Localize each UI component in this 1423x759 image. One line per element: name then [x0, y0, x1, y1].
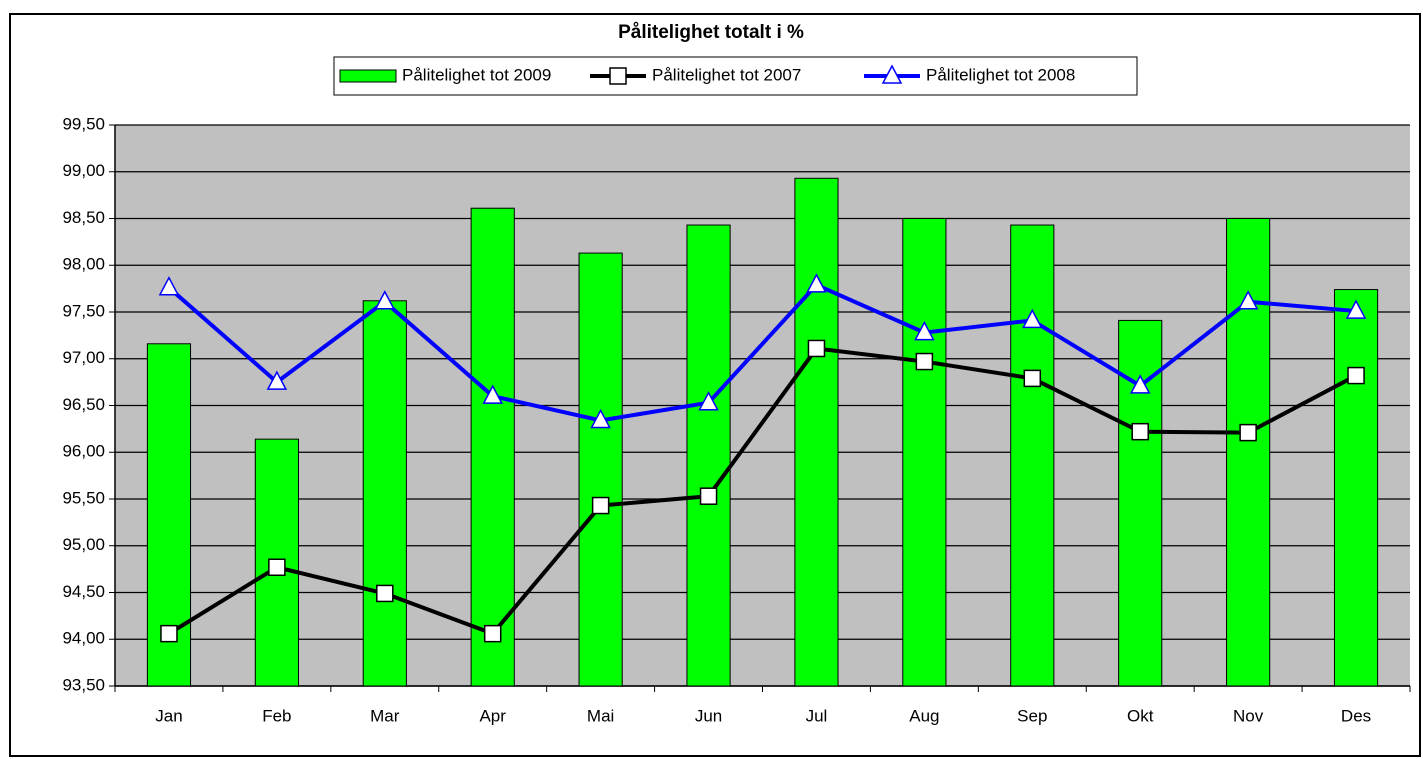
y-tick-label: 95,50 — [62, 488, 105, 507]
legend-marker — [881, 64, 903, 84]
bar — [362, 300, 407, 687]
y-tick-label: 95,00 — [62, 535, 105, 554]
x-tick-label: Aug — [909, 706, 939, 725]
y-tick-label: 94,00 — [62, 629, 105, 648]
legend-label: Pålitelighet tot 2007 — [652, 65, 801, 84]
marker — [699, 487, 718, 505]
marker — [376, 584, 394, 603]
x-tick-label: Jan — [155, 706, 182, 725]
marker — [483, 624, 502, 643]
marker — [374, 290, 396, 310]
y-tick-label: 99,00 — [62, 161, 105, 180]
bar — [578, 252, 623, 687]
marker — [482, 384, 503, 404]
marker — [1129, 374, 1151, 394]
x-tick-label: Feb — [262, 706, 291, 725]
bar — [902, 218, 947, 687]
marker — [1237, 290, 1259, 310]
marker — [1239, 423, 1257, 442]
bar — [1226, 218, 1271, 687]
marker — [1022, 308, 1043, 329]
y-tick-label: 98,00 — [62, 255, 105, 274]
x-tick-label: Jun — [695, 706, 722, 725]
marker — [1347, 366, 1365, 385]
bar — [686, 224, 731, 687]
x-tick-label: Okt — [1127, 706, 1154, 725]
bar — [794, 177, 839, 687]
y-tick-label: 96,50 — [62, 395, 105, 414]
marker — [1131, 422, 1149, 441]
x-tick-label: Des — [1341, 706, 1371, 725]
marker — [590, 408, 611, 429]
x-tick-label: Sep — [1017, 706, 1047, 725]
x-tick-label: Nov — [1233, 706, 1264, 725]
marker — [806, 273, 827, 293]
bar — [1010, 224, 1055, 687]
y-tick-label: 97,00 — [62, 348, 105, 367]
legend-label: Pålitelighet tot 2009 — [402, 65, 551, 84]
marker — [915, 352, 934, 371]
marker — [160, 624, 178, 643]
marker — [591, 496, 610, 515]
marker — [698, 391, 719, 411]
marker — [266, 370, 288, 390]
y-tick-label: 96,00 — [62, 442, 105, 461]
marker — [807, 339, 826, 358]
x-tick-label: Mar — [370, 706, 400, 725]
bar — [470, 207, 515, 687]
marker — [158, 276, 180, 296]
line — [167, 346, 1357, 637]
legend-marker — [609, 67, 627, 85]
x-tick-label: Mai — [587, 706, 614, 725]
chart-title: Pålitelighet totalt i % — [618, 22, 804, 43]
y-tick-label: 93,50 — [62, 675, 105, 694]
x-tick-label: Jul — [806, 706, 828, 725]
y-tick-label: 99,50 — [62, 114, 105, 133]
y-tick-label: 97,50 — [62, 301, 105, 320]
marker — [914, 320, 935, 341]
marker — [1023, 369, 1042, 388]
y-tick-label: 94,50 — [62, 582, 105, 601]
line — [167, 282, 1357, 423]
x-tick-label: Apr — [479, 706, 506, 725]
y-tick-label: 98,50 — [62, 208, 105, 227]
marker — [1345, 299, 1367, 319]
bar — [1333, 289, 1379, 687]
legend-label: Pålitelighet tot 2008 — [926, 65, 1075, 84]
legend-box — [333, 56, 1138, 96]
marker — [268, 558, 286, 577]
legend-swatch — [339, 69, 397, 83]
